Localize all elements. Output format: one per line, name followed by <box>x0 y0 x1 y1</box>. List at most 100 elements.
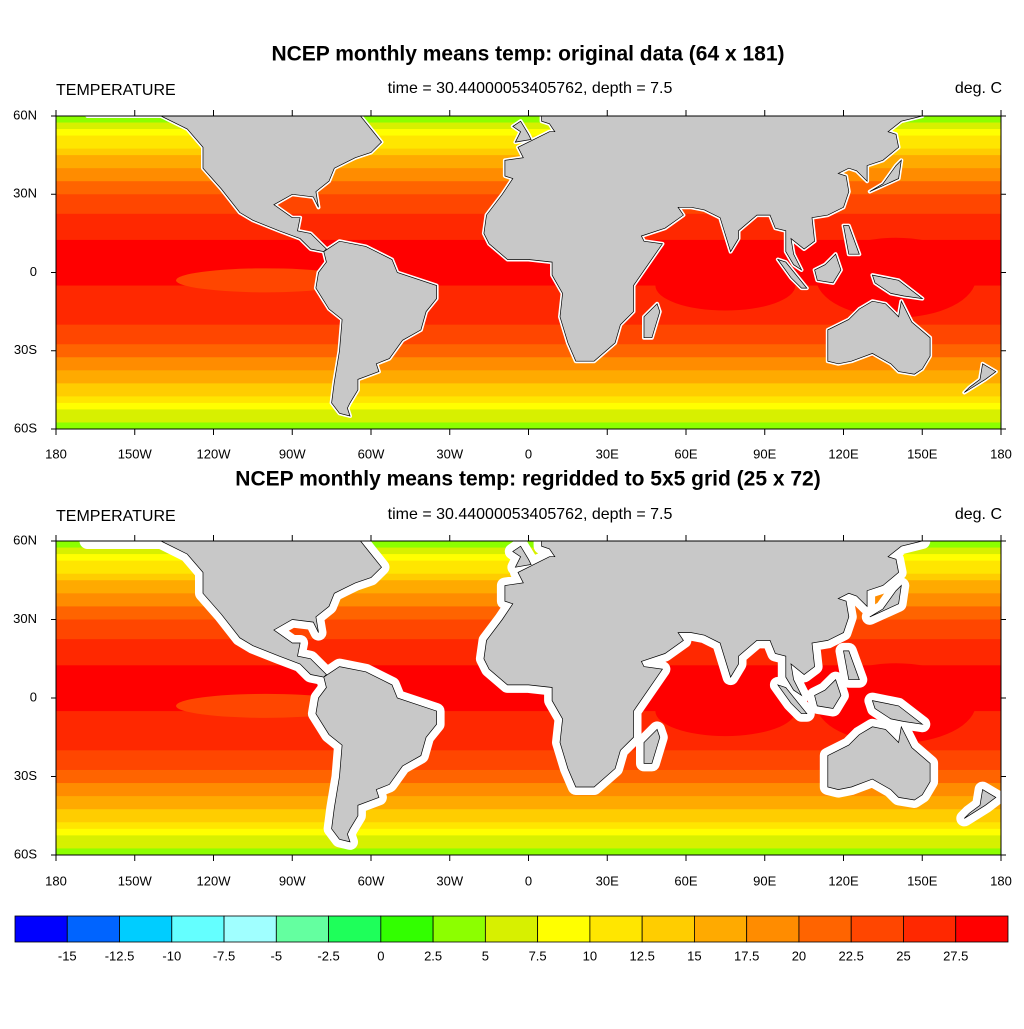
sst-band <box>56 305 1001 313</box>
continent <box>483 116 923 362</box>
lon-tick-label: 150W <box>118 873 153 888</box>
sst-band <box>56 835 1001 843</box>
lon-tick-label: 60W <box>358 873 385 888</box>
continent <box>643 728 661 764</box>
panel-title: NCEP monthly means temp: regridded to 5x… <box>235 468 820 491</box>
center-label: time = 30.44000053405762, depth = 7.5 <box>388 506 673 523</box>
sst-band <box>56 756 1001 764</box>
sst-band <box>56 711 1001 719</box>
sst-band <box>56 743 1001 751</box>
sst-band <box>56 802 1001 810</box>
sst-band <box>56 415 1001 423</box>
lat-tick-label: 30N <box>13 186 37 201</box>
lat-tick-label: 0 <box>30 689 37 704</box>
lon-tick-label: 180 <box>45 873 67 888</box>
continent <box>512 545 532 568</box>
lon-tick-label: 180 <box>45 446 67 461</box>
continent <box>871 700 924 725</box>
sst-band <box>56 724 1001 732</box>
colorbar-label: 2.5 <box>424 948 442 963</box>
colorbar-label: -7.5 <box>213 948 235 963</box>
left-label: TEMPERATURE <box>56 82 176 99</box>
sst-band <box>56 691 1001 699</box>
sst-band <box>56 396 1001 404</box>
sst-band <box>56 285 1001 293</box>
continent <box>843 650 860 681</box>
sst-band <box>56 409 1001 417</box>
lon-tick-label: 180 <box>990 446 1012 461</box>
colorbar-label: 10 <box>583 948 597 963</box>
map <box>56 541 1001 855</box>
colorbar-box <box>328 915 382 943</box>
lat-tick-label: 60S <box>14 420 37 435</box>
continent <box>315 666 437 843</box>
cool-tongue <box>176 268 356 293</box>
sst-band <box>56 357 1001 365</box>
colorbar-box <box>66 915 120 943</box>
colorbar-box <box>14 915 68 943</box>
sst-band <box>56 796 1001 804</box>
sst-band <box>56 769 1001 777</box>
lon-tick-label: 150E <box>907 873 938 888</box>
sst-band <box>56 344 1001 352</box>
lon-tick-label: 150W <box>118 446 153 461</box>
colorbar-label: -5 <box>271 948 283 963</box>
sst-band <box>56 122 1001 130</box>
colorbar-label: 5 <box>482 948 489 963</box>
sst-band <box>56 259 1001 267</box>
lat-tick-label: 60S <box>14 846 37 861</box>
lon-tick-label: 180 <box>990 873 1012 888</box>
left-label: TEMPERATURE <box>56 508 176 525</box>
continent <box>964 789 997 819</box>
sst-band <box>56 272 1001 280</box>
sst-band <box>56 324 1001 332</box>
colorbar-label: 20 <box>792 948 806 963</box>
lon-tick-label: 90W <box>279 873 306 888</box>
colorbar-label: 17.5 <box>734 948 759 963</box>
colorbar-label: 22.5 <box>839 948 864 963</box>
colorbar-box <box>380 915 434 943</box>
colorbar-label: -2.5 <box>317 948 339 963</box>
continent <box>776 258 808 289</box>
lon-tick-label: 0 <box>525 446 532 461</box>
sst-band <box>56 730 1001 738</box>
colorbar-box <box>119 915 173 943</box>
lon-tick-label: 90E <box>753 446 776 461</box>
sst-band <box>56 422 1001 429</box>
colorbar-label: 25 <box>896 948 910 963</box>
continent <box>964 363 997 393</box>
lon-tick-label: 150E <box>907 446 938 461</box>
right-label: deg. C <box>955 506 1002 523</box>
colorbar-label: 27.5 <box>943 948 968 963</box>
continent <box>776 684 808 715</box>
sst-band <box>56 704 1001 712</box>
continent <box>814 679 842 709</box>
continent <box>869 159 902 192</box>
colorbar-box <box>275 915 329 943</box>
map <box>56 116 1001 429</box>
colorbar-label: 12.5 <box>630 948 655 963</box>
lat-tick-label: 60N <box>13 532 37 547</box>
continent <box>315 240 437 417</box>
colorbar-label: -15 <box>58 948 77 963</box>
lon-tick-label: 120E <box>828 873 859 888</box>
colorbar-label: 7.5 <box>529 948 547 963</box>
sst-band <box>56 292 1001 300</box>
lon-tick-label: 120W <box>197 446 232 461</box>
sst-band <box>56 809 1001 817</box>
sst-band <box>56 717 1001 725</box>
sst-band <box>56 383 1001 391</box>
lon-tick-label: 60W <box>358 446 385 461</box>
sst-band <box>56 841 1001 849</box>
sst-band <box>56 815 1001 823</box>
sst-band <box>56 363 1001 371</box>
sst-band <box>56 279 1001 287</box>
warm-pool <box>655 686 796 737</box>
sst-band <box>56 116 1001 124</box>
sst-band <box>56 750 1001 758</box>
lat-tick-label: 30N <box>13 611 37 626</box>
lat-tick-label: 60N <box>13 107 37 122</box>
colorbar-box <box>484 915 539 943</box>
continent <box>643 303 661 339</box>
sst-band <box>56 337 1001 345</box>
